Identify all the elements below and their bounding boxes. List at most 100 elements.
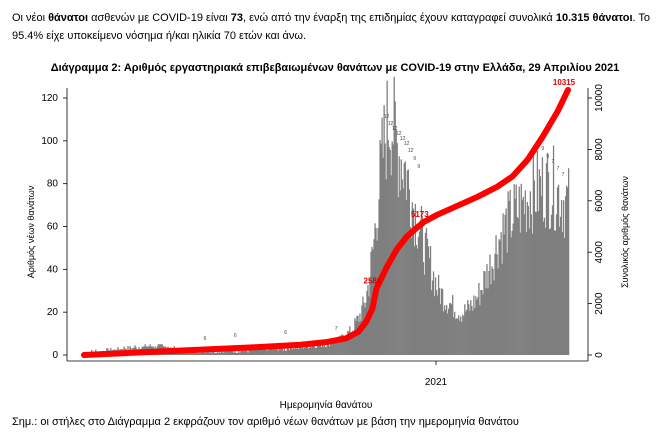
bar-day-187: [272, 346, 274, 355]
bar-day-160: [245, 350, 247, 355]
bar-day-393: [480, 290, 482, 355]
bar-day-119: [203, 352, 206, 355]
bar-day-141: [226, 350, 228, 355]
bar-day-175: [260, 346, 262, 355]
bar-day-384: [471, 306, 473, 355]
bar-value-label-15: 6: [284, 330, 287, 336]
bar-day-228: [313, 346, 316, 355]
left-tick-label-100: 100: [41, 136, 58, 147]
left-tick-label-20: 20: [47, 307, 59, 318]
bar-day-168: [253, 349, 255, 355]
bar-day-197: [282, 350, 284, 355]
bar-day-148: [233, 352, 235, 355]
bar-day-460: [547, 172, 550, 355]
bar-day-142: [227, 350, 229, 355]
bar-value-label-16: 6: [234, 333, 237, 339]
bar-day-266: [352, 330, 354, 355]
bar-day-226: [311, 346, 314, 355]
bar-day-149: [234, 348, 236, 355]
bar-day-250: [336, 342, 338, 355]
bar-day-127: [212, 350, 214, 355]
bar-day-318: [404, 161, 406, 355]
bar-day-269: [355, 320, 357, 355]
bar-day-316: [402, 188, 404, 355]
bar-day-436: [523, 214, 525, 355]
bar-day-453: [540, 196, 543, 355]
bar-day-260: [346, 338, 348, 355]
bar-day-215: [300, 348, 303, 355]
bar-day-104: [188, 352, 191, 355]
bar-day-442: [529, 191, 531, 355]
cumulative-deaths-line: [81, 86, 571, 358]
bar-day-255: [341, 334, 343, 355]
bar-day-447: [534, 211, 537, 355]
bar-day-333: [419, 219, 422, 355]
bar-day-440: [527, 205, 529, 355]
bar-day-358: [444, 309, 447, 355]
bar-day-130: [215, 352, 217, 355]
bar-day-386: [473, 295, 475, 355]
bar-day-360: [447, 313, 449, 355]
bar-value-label-0: 12: [384, 114, 390, 120]
bar-day-475: [562, 200, 565, 355]
bar-day-180: [265, 348, 267, 355]
bar-day-257: [343, 337, 345, 355]
bar-day-174: [259, 347, 261, 355]
bar-day-340: [426, 238, 429, 355]
bar-day-164: [249, 350, 251, 355]
bar-day-353: [439, 304, 442, 355]
bar-value-label-12: 7: [557, 166, 560, 172]
bar-day-381: [468, 304, 470, 355]
bar-day-153: [238, 350, 240, 355]
bar-day-214: [299, 347, 302, 355]
bar-day-144: [229, 350, 231, 355]
bar-day-218: [303, 347, 306, 355]
bar-day-125: [210, 350, 212, 355]
bar-day-392: [479, 305, 481, 355]
bar-value-label-5: 12: [404, 141, 410, 147]
bar-day-262: [348, 331, 350, 355]
bar-day-136: [221, 350, 223, 355]
bar-day-279: [365, 302, 367, 355]
bar-day-150: [235, 352, 237, 355]
bar-day-416: [503, 234, 505, 355]
bar-day-123: [208, 350, 210, 355]
bar-day-472: [559, 216, 562, 355]
bar-day-233: [318, 345, 321, 355]
bar-day-183: [268, 348, 270, 355]
bar-day-105: [189, 352, 192, 355]
bar-day-207: [292, 347, 295, 355]
bar-day-264: [350, 333, 352, 355]
bar-day-159: [244, 348, 246, 355]
bar-day-303: [389, 149, 391, 355]
bar-day-263: [349, 326, 351, 355]
bar-day-473: [560, 199, 563, 355]
bar-day-354: [440, 288, 443, 355]
bar-day-154: [239, 352, 241, 355]
bar-day-278: [364, 307, 366, 355]
bar-day-421: [508, 200, 510, 355]
bar-day-309: [395, 129, 397, 355]
bar-day-126: [211, 352, 213, 355]
bar-day-134: [219, 350, 221, 355]
bar-day-428: [515, 184, 517, 355]
bar-day-388: [475, 296, 477, 355]
bar-day-315: [401, 179, 403, 355]
bar-day-394: [481, 289, 483, 355]
bar-day-359: [445, 304, 448, 355]
annotation-5173: 5173: [411, 210, 429, 219]
bar-day-254: [340, 339, 342, 355]
bar-day-410: [497, 268, 499, 355]
bar-day-186: [271, 346, 273, 355]
bar-day-236: [321, 345, 324, 355]
bar-day-157: [242, 350, 244, 355]
bar-day-209: [294, 346, 297, 355]
bar-day-295: [381, 117, 383, 356]
bar-day-190: [275, 346, 277, 355]
bar-day-411: [498, 239, 500, 355]
bar-day-265: [351, 331, 353, 355]
bar-day-335: [421, 216, 424, 355]
bar-day-297: [383, 105, 385, 356]
bar-day-350: [436, 295, 439, 355]
bar-day-451: [538, 169, 541, 355]
